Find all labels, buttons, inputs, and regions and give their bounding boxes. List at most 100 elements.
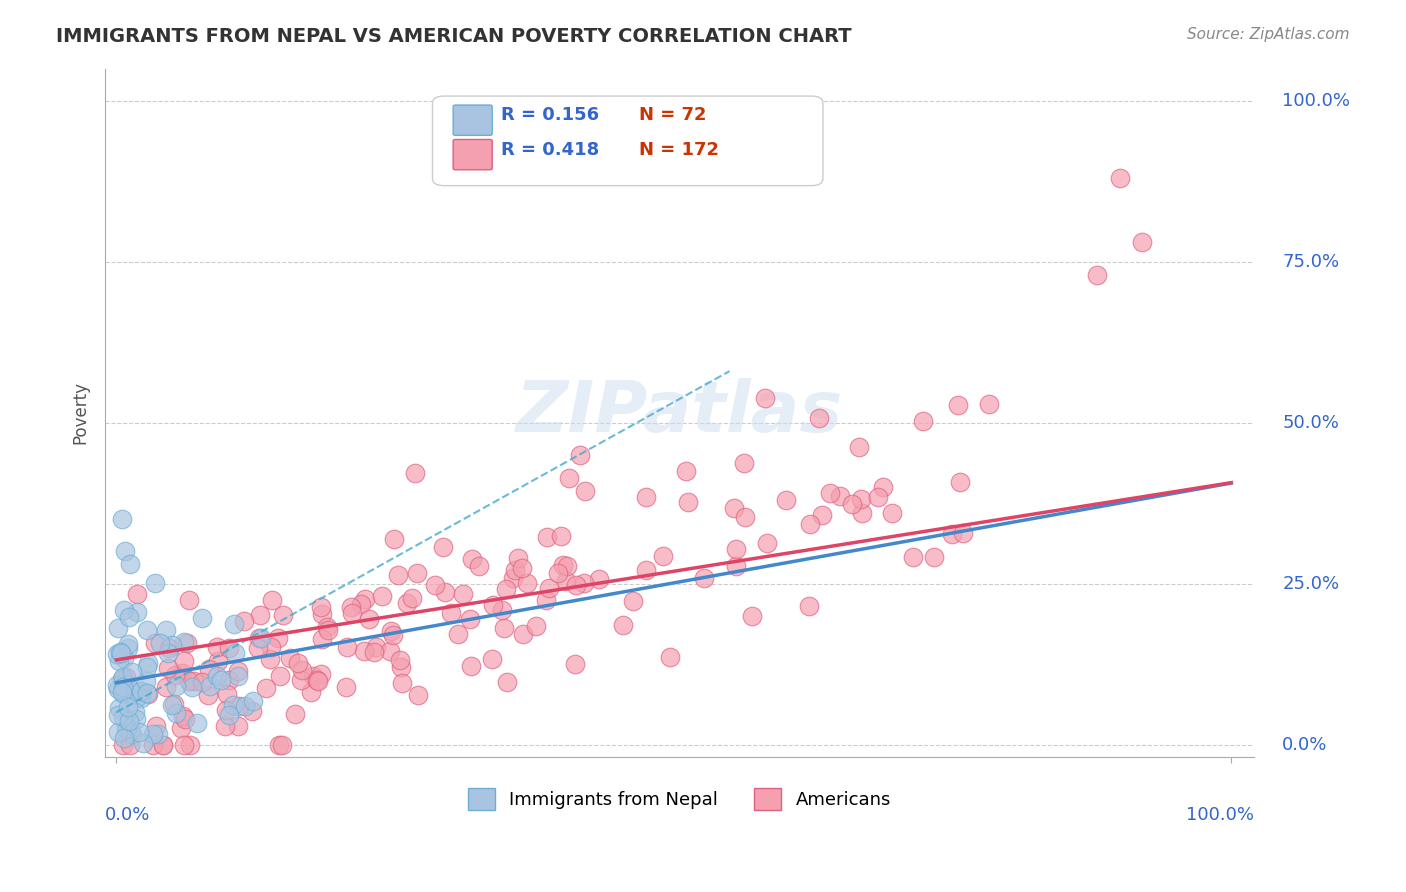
Americans — [564, 657, 586, 671]
Americans — [179, 674, 201, 689]
Americans — [723, 500, 745, 515]
Text: 50.0%: 50.0% — [1282, 414, 1339, 432]
Americans — [157, 641, 180, 656]
Immigrants from Nepal — [117, 610, 139, 624]
FancyBboxPatch shape — [453, 105, 492, 136]
Americans — [572, 576, 595, 591]
Americans — [262, 592, 284, 607]
Text: 100.0%: 100.0% — [1185, 805, 1254, 823]
Immigrants from Nepal — [222, 698, 245, 713]
Americans — [797, 599, 820, 613]
Americans — [952, 525, 974, 540]
Americans — [291, 664, 314, 678]
Americans — [381, 628, 404, 642]
Americans — [551, 558, 574, 572]
Americans — [811, 508, 834, 523]
Americans — [316, 620, 339, 634]
Americans — [287, 656, 309, 670]
Americans — [173, 712, 195, 726]
Immigrants from Nepal — [121, 665, 143, 680]
Americans — [851, 506, 873, 520]
Immigrants from Nepal — [117, 637, 139, 651]
Americans — [491, 603, 513, 617]
Immigrants from Nepal — [186, 716, 208, 731]
Americans — [172, 665, 194, 680]
Immigrants from Nepal — [129, 683, 152, 698]
Americans — [872, 480, 894, 494]
Americans — [612, 618, 634, 632]
Immigrants from Nepal — [115, 721, 138, 735]
Americans — [439, 607, 461, 621]
Americans — [516, 576, 538, 591]
Immigrants from Nepal — [111, 672, 134, 686]
Immigrants from Nepal — [117, 699, 139, 714]
Immigrants from Nepal — [198, 679, 221, 693]
Text: R = 0.418: R = 0.418 — [502, 141, 599, 159]
Americans — [311, 607, 333, 621]
Americans — [467, 559, 489, 574]
Americans — [724, 559, 747, 574]
Immigrants from Nepal — [105, 678, 128, 692]
Americans — [433, 585, 456, 599]
Americans — [299, 684, 322, 698]
Americans — [269, 738, 291, 752]
Americans — [406, 566, 429, 580]
Immigrants from Nepal — [108, 654, 131, 668]
Americans — [143, 636, 166, 650]
Americans — [912, 414, 935, 428]
Immigrants from Nepal — [107, 701, 129, 715]
Americans — [636, 563, 658, 577]
Americans — [217, 687, 239, 701]
Americans — [652, 549, 675, 563]
Immigrants from Nepal — [180, 680, 202, 694]
Americans — [214, 719, 236, 733]
Americans — [755, 536, 778, 550]
Americans — [363, 645, 385, 659]
Immigrants from Nepal — [112, 680, 135, 694]
Americans — [284, 706, 307, 721]
Americans — [1130, 235, 1153, 250]
Americans — [1087, 268, 1109, 282]
Immigrants from Nepal — [136, 659, 159, 673]
Americans — [249, 607, 271, 622]
Immigrants from Nepal — [235, 699, 257, 714]
Immigrants from Nepal — [160, 698, 183, 712]
Immigrants from Nepal — [118, 681, 141, 695]
Americans — [278, 650, 301, 665]
Immigrants from Nepal — [143, 576, 166, 591]
Text: R = 0.156: R = 0.156 — [502, 106, 599, 124]
Immigrants from Nepal — [173, 635, 195, 649]
Americans — [155, 680, 177, 694]
Americans — [309, 667, 332, 681]
Americans — [508, 550, 530, 565]
Americans — [302, 669, 325, 683]
Americans — [524, 619, 547, 633]
Americans — [866, 491, 889, 505]
Americans — [404, 467, 426, 481]
Americans — [191, 674, 214, 689]
Immigrants from Nepal — [155, 624, 177, 638]
Immigrants from Nepal — [135, 623, 157, 637]
Americans — [152, 738, 174, 752]
Americans — [401, 591, 423, 605]
Americans — [228, 699, 250, 714]
Americans — [226, 719, 249, 733]
Americans — [240, 705, 263, 719]
Text: N = 72: N = 72 — [640, 106, 707, 124]
Americans — [142, 738, 165, 752]
Americans — [510, 561, 533, 575]
Immigrants from Nepal — [205, 669, 228, 683]
Immigrants from Nepal — [165, 679, 187, 693]
Americans — [754, 391, 776, 405]
Americans — [316, 624, 339, 638]
Americans — [941, 527, 963, 541]
Immigrants from Nepal — [249, 631, 271, 645]
Americans — [734, 509, 756, 524]
Y-axis label: Poverty: Poverty — [72, 382, 89, 444]
Immigrants from Nepal — [242, 694, 264, 708]
Immigrants from Nepal — [149, 636, 172, 650]
Americans — [565, 578, 588, 592]
Americans — [949, 475, 972, 490]
Americans — [163, 667, 186, 681]
Americans — [197, 662, 219, 676]
